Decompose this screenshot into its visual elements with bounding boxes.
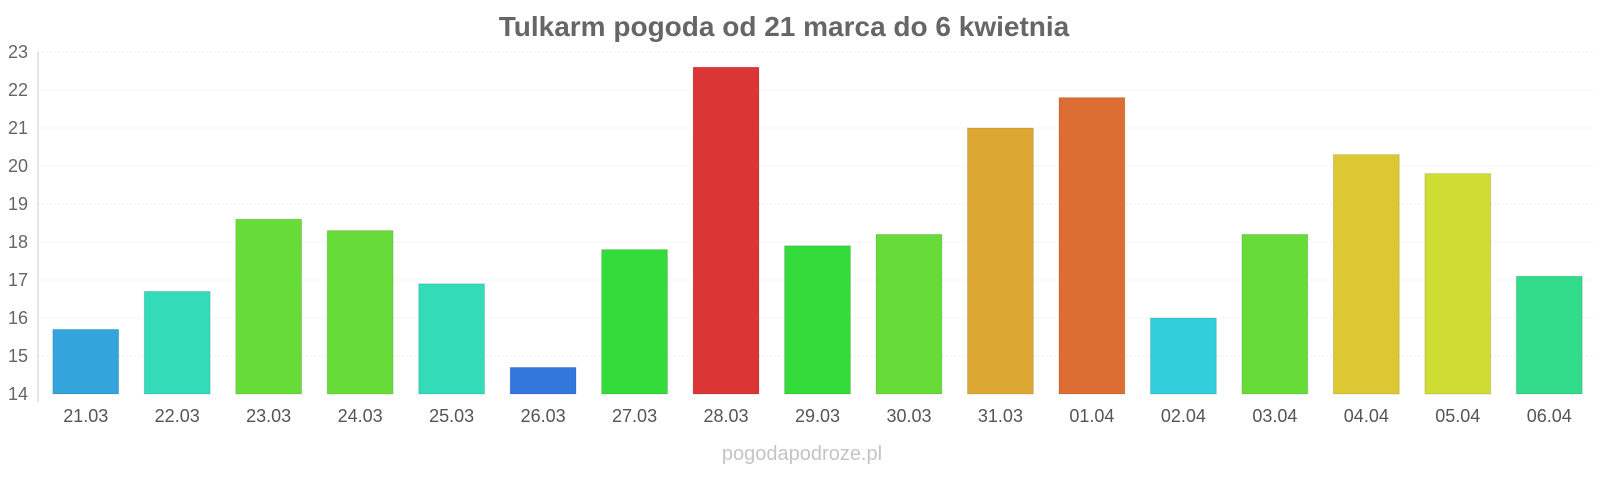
bar-06.04: [1515, 275, 1583, 395]
y-tick-label: 20: [8, 156, 28, 176]
x-tick-label: 01.04: [1069, 406, 1114, 426]
bar-28.03: [692, 66, 760, 395]
x-tick-label: 24.03: [338, 406, 383, 426]
x-tick-label: 05.04: [1435, 406, 1480, 426]
bar-31.03: [967, 127, 1034, 395]
x-axis: 21.03 22.03 23.03 24.03 25.03 26.03 27.03 28.03…: [63, 406, 1572, 426]
y-tick-label: 14: [8, 384, 28, 404]
y-tick-label: 23: [8, 42, 28, 62]
bar-24.03: [326, 230, 394, 395]
x-tick-label: 26.03: [521, 406, 566, 426]
bar-03.04: [1241, 233, 1309, 395]
x-tick-label: 28.03: [704, 406, 749, 426]
y-tick-label: 21: [8, 118, 28, 138]
y-axis: 14 15 16 17 18 19 20 21 22 23: [8, 42, 39, 404]
chart-title: Tulkarm pogoda od 21 marca do 6 kwietnia: [499, 11, 1070, 42]
y-tick-label: 15: [8, 346, 28, 366]
bars: [52, 66, 1583, 395]
x-tick-label: 30.03: [886, 406, 931, 426]
x-tick-label: 29.03: [795, 406, 840, 426]
bar-29.03: [784, 245, 851, 395]
bar-30.03: [875, 233, 943, 395]
bar-01.04: [1058, 97, 1126, 395]
y-tick-label: 16: [8, 308, 28, 328]
bar-25.03: [418, 283, 486, 395]
bar-02.04: [1149, 317, 1217, 395]
x-tick-label: 02.04: [1161, 406, 1206, 426]
x-tick-label: 25.03: [429, 406, 474, 426]
bar-05.04: [1424, 173, 1492, 395]
bar-27.03: [601, 249, 668, 395]
y-tick-label: 18: [8, 232, 28, 252]
x-tick-label: 22.03: [155, 406, 200, 426]
bar-21.03: [52, 328, 120, 395]
x-tick-label: 31.03: [978, 406, 1023, 426]
bar-26.03: [509, 366, 577, 395]
x-tick-label: 03.04: [1252, 406, 1297, 426]
x-tick-label: 06.04: [1527, 406, 1572, 426]
y-tick-label: 22: [8, 80, 28, 100]
x-tick-label: 04.04: [1344, 406, 1389, 426]
bar-22.03: [143, 290, 211, 395]
bar-04.04: [1332, 154, 1400, 395]
x-tick-label: 27.03: [612, 406, 657, 426]
x-tick-label: 21.03: [63, 406, 108, 426]
bar-23.03: [235, 218, 303, 395]
y-tick-label: 17: [8, 270, 28, 290]
watermark: pogodapodroze.pl: [722, 443, 882, 465]
x-tick-label: 23.03: [246, 406, 291, 426]
y-tick-label: 19: [8, 194, 28, 214]
